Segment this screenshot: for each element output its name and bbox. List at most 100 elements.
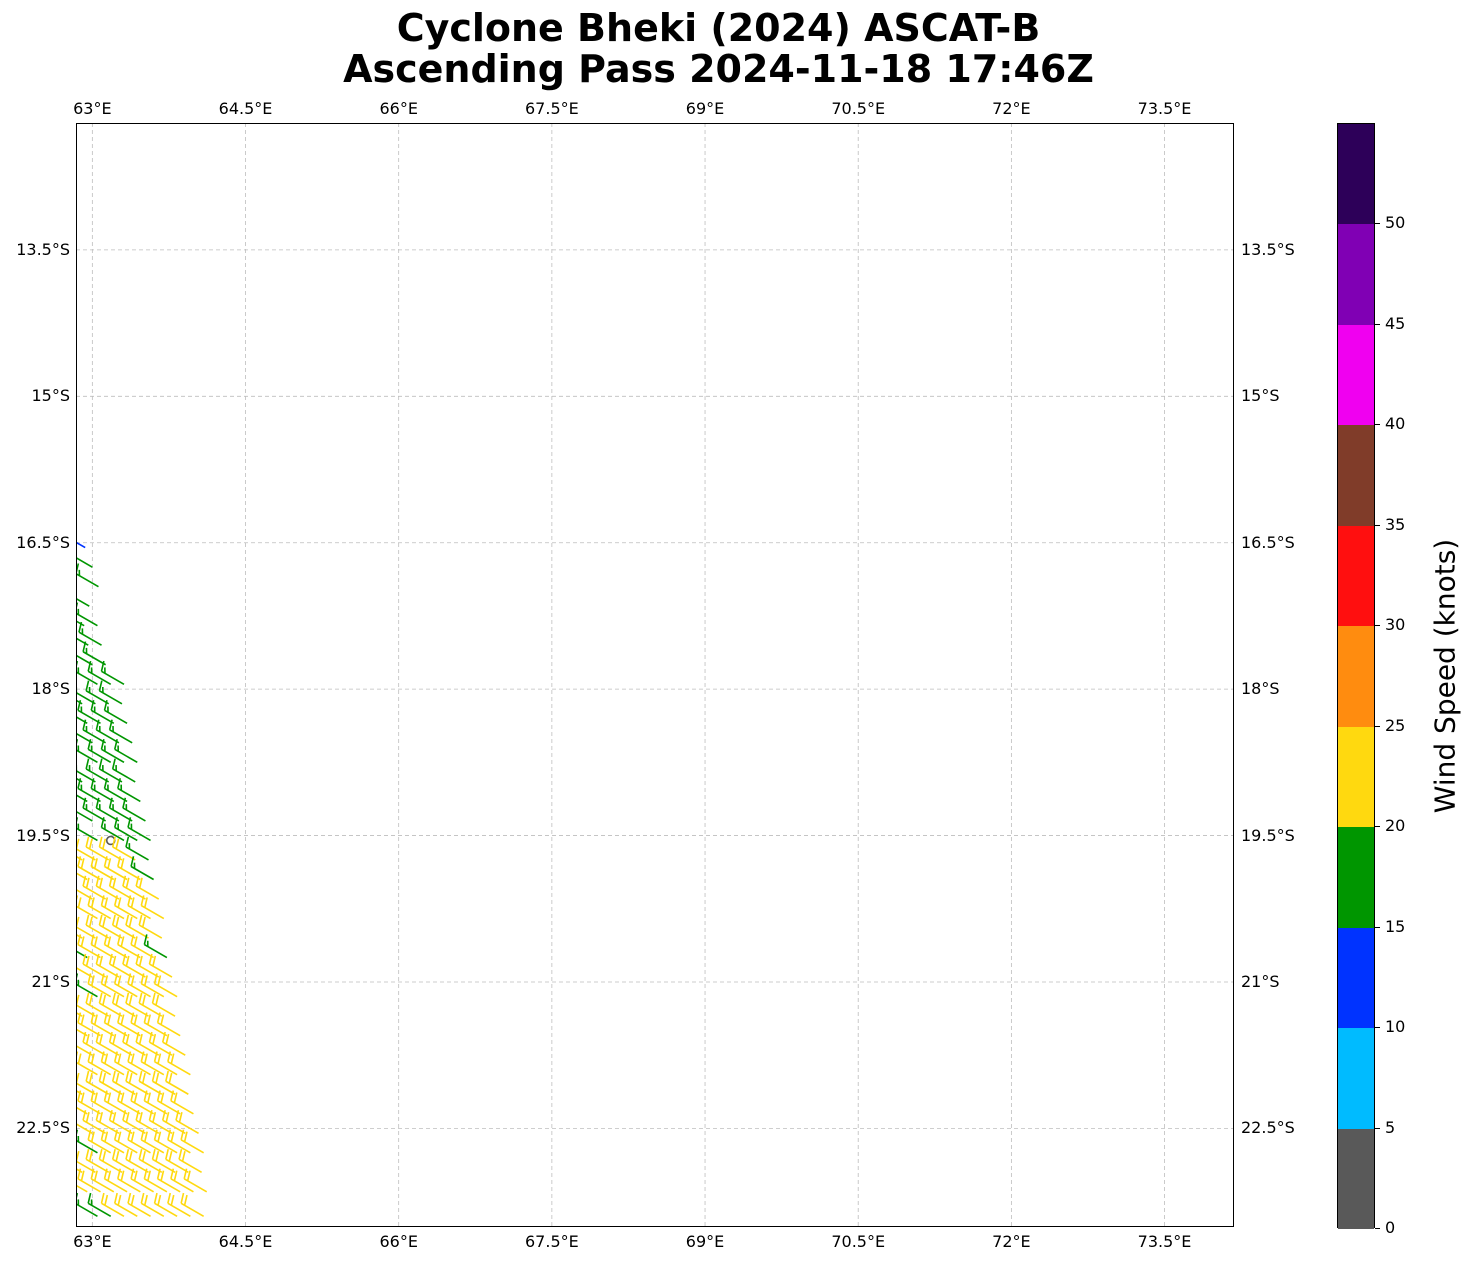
colorbar-segment [1338, 224, 1374, 325]
wind-barb [100, 1129, 125, 1154]
wind-barb [76, 793, 88, 803]
lon-tick-label-bottom: 69°E [685, 1232, 725, 1251]
barb-staff [149, 1041, 173, 1056]
wind-barb [156, 1168, 181, 1193]
lat-tick-label-right: 15°S [1241, 386, 1280, 406]
wind-barb [76, 541, 86, 549]
barb-feather [100, 817, 105, 828]
barb-feather [77, 1090, 82, 1101]
colorbar-tick-mark [1375, 223, 1380, 225]
wind-barb [151, 992, 176, 1017]
wind-barb [77, 1012, 101, 1037]
barb-feather [77, 699, 82, 711]
colorbar-tick-mark [1375, 1027, 1380, 1029]
wind-barb [113, 973, 138, 998]
wind-barb [135, 1031, 160, 1056]
wind-barb [85, 1148, 110, 1174]
barb-feather [77, 934, 82, 945]
barb-feather [122, 797, 127, 809]
barb-staff [87, 670, 112, 685]
barb-staff [76, 933, 83, 939]
barb-staff [85, 1080, 110, 1095]
wind-barb [130, 934, 155, 959]
wind-barb [77, 778, 101, 803]
lon-tick-label-bottom: 66°E [379, 1232, 418, 1251]
barb-staff [114, 1139, 138, 1154]
wind-barb [100, 1192, 125, 1217]
barb-feather [143, 934, 148, 945]
barb-staff [76, 855, 83, 861]
chart-title-line1: Cyclone Bheki (2024) ASCAT-B [396, 6, 1041, 50]
barb-feather [143, 897, 148, 908]
barb-staff [76, 1089, 83, 1095]
barb-staff [90, 943, 115, 959]
barb-staff [130, 1021, 155, 1037]
barb-staff [76, 905, 98, 920]
barb-feather [122, 1109, 127, 1121]
barb-staff [127, 982, 151, 998]
barb-feather [120, 1014, 125, 1025]
wind-barb [148, 1031, 173, 1056]
barb-feather [141, 1072, 146, 1084]
lon-tick-label-bottom: 64.5°E [218, 1232, 273, 1251]
barb-feather [104, 1131, 109, 1142]
wind-barb [103, 1090, 128, 1115]
barb-staff [154, 1202, 178, 1217]
wind-barb [151, 1070, 176, 1095]
barb-feather [120, 1092, 125, 1103]
barb-staff [183, 1178, 208, 1193]
barb-staff [130, 1100, 155, 1115]
barb-staff [101, 1202, 125, 1217]
barb-feather [130, 1131, 135, 1142]
wind-barb [156, 1012, 181, 1037]
wind-barb [90, 778, 115, 803]
barb-staff [101, 748, 125, 764]
barb-feather [120, 858, 125, 869]
wind-barb [113, 1129, 138, 1154]
barb-staff [104, 1021, 128, 1037]
barb-feather [77, 1168, 82, 1180]
barb-feather [95, 953, 100, 965]
wind-barb [103, 856, 128, 881]
wind-barb [76, 654, 93, 666]
barb-feather [156, 1012, 161, 1023]
barb-feather [117, 1090, 121, 1101]
barb-feather [125, 992, 130, 1004]
wind-barb [85, 914, 110, 939]
barb-feather [128, 916, 133, 928]
colorbar-tick-label: 10 [1385, 1017, 1406, 1037]
barb-staff [76, 715, 88, 725]
colorbar-tick-mark [1375, 1127, 1380, 1129]
wind-barb [140, 1051, 165, 1076]
wind-barb [138, 914, 163, 939]
wind-barb [138, 1148, 163, 1174]
wind-barb [76, 877, 93, 900]
colorbar-tick-mark [1375, 323, 1380, 325]
barb-staff [157, 1100, 181, 1115]
wind-barb [76, 556, 93, 568]
barb-feather [104, 897, 109, 908]
barb-staff [165, 1158, 189, 1174]
barb-staff [76, 950, 88, 959]
barb-staff [76, 654, 93, 666]
barb-staff [127, 1202, 151, 1217]
colorbar-tick-label: 40 [1385, 414, 1406, 434]
barb-staff [175, 1119, 199, 1134]
barb-feather [161, 1109, 166, 1121]
lat-tick-label-left: 15°S [31, 386, 70, 406]
barb-staff [76, 827, 98, 842]
barb-staff [140, 982, 165, 998]
wind-barb [108, 797, 133, 822]
colorbar-tick-mark [1375, 826, 1380, 828]
wind-barb [76, 956, 93, 978]
wind-barb [100, 739, 125, 764]
barb-feather [138, 992, 143, 1004]
wind-barb [127, 973, 151, 998]
barb-feather [90, 934, 95, 945]
barb-staff [140, 1139, 165, 1154]
barb-staff [99, 768, 123, 783]
barb-feather [141, 916, 146, 928]
wind-barb [125, 914, 149, 939]
barb-feather [112, 1111, 117, 1123]
barb-feather [80, 1092, 85, 1103]
